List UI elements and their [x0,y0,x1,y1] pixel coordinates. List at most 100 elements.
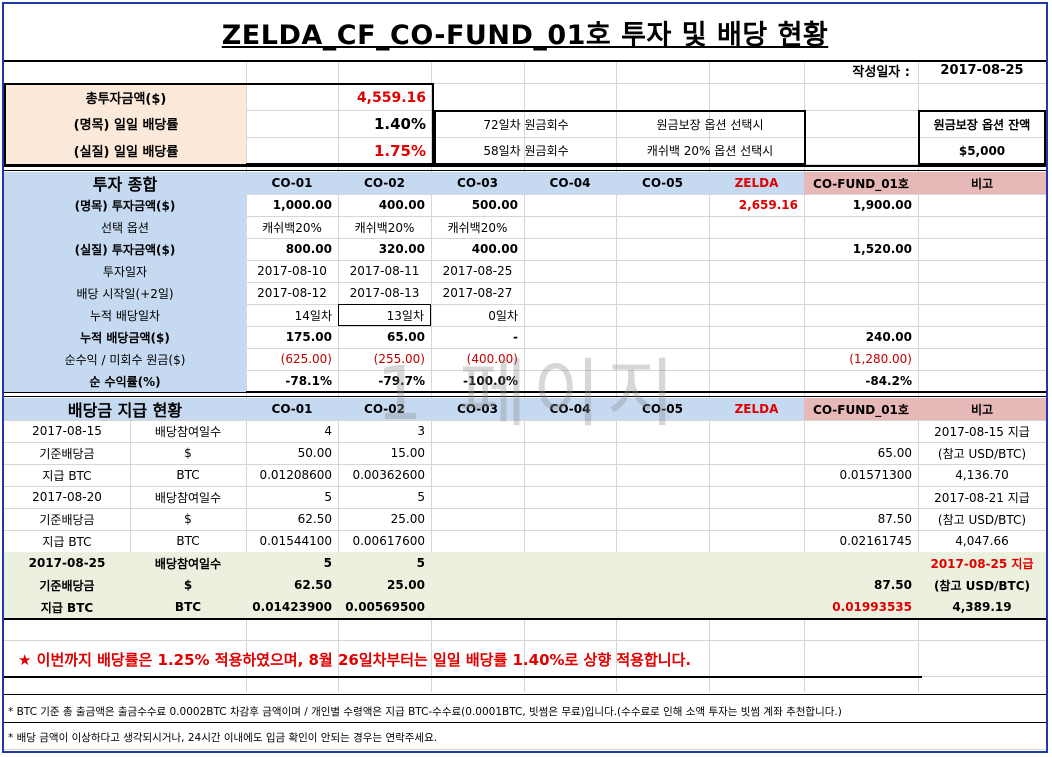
dividend-cell[interactable] [616,486,709,508]
invest-cell[interactable] [918,326,1046,348]
invest-cell[interactable] [616,216,709,238]
invest-cell[interactable]: 13일차 [338,304,431,326]
dividend-cell[interactable] [524,530,616,552]
dividend-cell[interactable]: 5 [246,552,338,574]
dividend-cell[interactable] [616,574,709,596]
dividend-cell[interactable] [709,442,804,464]
invest-cell[interactable] [918,304,1046,326]
invest-cell[interactable]: 2,659.16 [738,198,798,212]
invest-cell[interactable]: 1,000.00 [272,198,332,212]
invest-cell[interactable] [804,282,918,304]
invest-cell[interactable] [918,348,1046,370]
dividend-cell[interactable]: 0.01208600 [259,468,332,482]
invest-cell[interactable] [709,348,804,370]
dividend-cell[interactable]: 87.50 [804,574,918,596]
dividend-cell[interactable]: 0.00362600 [352,468,425,482]
dividend-cell[interactable]: 25.00 [390,512,425,526]
dividend-cell[interactable] [524,552,616,574]
invest-cell[interactable] [524,304,616,326]
date-value[interactable]: 2017-08-25 [940,62,1024,78]
dividend-cell[interactable] [616,420,709,442]
invest-cell[interactable] [616,194,709,216]
dividend-cell[interactable]: 0.01571300 [839,468,912,482]
invest-cell[interactable]: 14일차 [294,308,332,323]
dividend-cell[interactable] [524,442,616,464]
invest-cell[interactable]: 0일차 [488,308,518,323]
invest-cell[interactable]: -100.0% [463,374,518,388]
dividend-cell[interactable] [616,508,709,530]
dividend-cell[interactable]: 4 [324,424,332,438]
invest-cell[interactable]: 65.00 [387,330,425,344]
dividend-cell[interactable] [524,574,616,596]
invest-cell[interactable] [524,348,616,370]
invest-cell[interactable] [616,348,709,370]
dividend-cell[interactable] [709,508,804,530]
dividend-cell[interactable] [524,486,616,508]
invest-cell[interactable] [709,260,804,282]
invest-cell[interactable] [804,304,918,326]
invest-cell[interactable] [804,216,918,238]
invest-cell[interactable]: 2017-08-13 [349,286,420,300]
dividend-cell[interactable] [709,486,804,508]
invest-cell[interactable]: (625.00) [280,352,332,366]
invest-cell[interactable]: 2017-08-11 [349,264,420,278]
invest-cell[interactable] [918,194,1046,216]
dividend-cell[interactable]: 0.01993535 [804,596,918,618]
invest-cell[interactable] [524,216,616,238]
dividend-cell[interactable] [431,530,524,552]
invest-cell[interactable] [616,326,709,348]
dividend-cell[interactable] [616,596,709,618]
dividend-cell[interactable]: 0.00617600 [352,534,425,548]
invest-cell[interactable] [918,216,1046,238]
real-rate-value[interactable]: 1.75% [373,141,426,160]
dividend-cell[interactable]: 5 [417,490,425,504]
dividend-cell[interactable]: 0.00569500 [338,596,431,618]
invest-cell[interactable]: 240.00 [865,330,912,344]
dividend-cell[interactable] [431,596,524,618]
dividend-cell[interactable] [616,442,709,464]
dividend-cell[interactable] [709,574,804,596]
dividend-cell[interactable]: 62.50 [246,574,338,596]
dividend-cell[interactable] [804,486,918,508]
invest-cell[interactable] [524,260,616,282]
invest-cell[interactable]: (255.00) [373,352,425,366]
invest-cell[interactable] [524,370,616,392]
invest-cell[interactable] [918,260,1046,282]
invest-cell[interactable] [918,238,1046,260]
dividend-cell[interactable]: 50.00 [297,446,332,460]
dividend-cell[interactable]: 5 [324,490,332,504]
invest-cell[interactable] [616,260,709,282]
invest-cell[interactable] [524,326,616,348]
dividend-cell[interactable]: 62.50 [297,512,332,526]
dividend-cell[interactable]: 65.00 [877,446,912,460]
dividend-cell[interactable] [709,552,804,574]
invest-cell[interactable] [524,194,616,216]
dividend-cell[interactable]: 5 [338,552,431,574]
dividend-cell[interactable] [524,508,616,530]
dividend-cell[interactable] [616,552,709,574]
invest-cell[interactable]: 2017-08-27 [442,286,513,300]
dividend-cell[interactable] [616,464,709,486]
invest-cell[interactable] [709,370,804,392]
invest-cell[interactable]: 2017-08-25 [442,264,513,278]
invest-cell[interactable]: (400.00) [466,352,518,366]
dividend-cell[interactable] [431,420,524,442]
dividend-cell[interactable] [524,464,616,486]
invest-cell[interactable]: -78.1% [285,374,332,388]
dividend-cell[interactable] [804,420,918,442]
invest-cell[interactable] [709,238,804,260]
invest-cell[interactable]: - [513,330,518,344]
invest-cell[interactable] [804,260,918,282]
dividend-cell[interactable] [431,508,524,530]
invest-cell[interactable] [524,238,616,260]
invest-cell[interactable] [616,370,709,392]
invest-cell[interactable]: 캐쉬백20% [447,220,508,235]
invest-cell[interactable] [918,370,1046,392]
invest-cell[interactable]: 400.00 [471,242,518,256]
invest-cell[interactable]: 1,520.00 [852,242,912,256]
dividend-cell[interactable]: 3 [417,424,425,438]
invest-cell[interactable] [709,326,804,348]
invest-cell[interactable]: 2017-08-12 [257,286,327,300]
invest-cell[interactable] [616,304,709,326]
dividend-cell[interactable]: 0.01423900 [246,596,338,618]
